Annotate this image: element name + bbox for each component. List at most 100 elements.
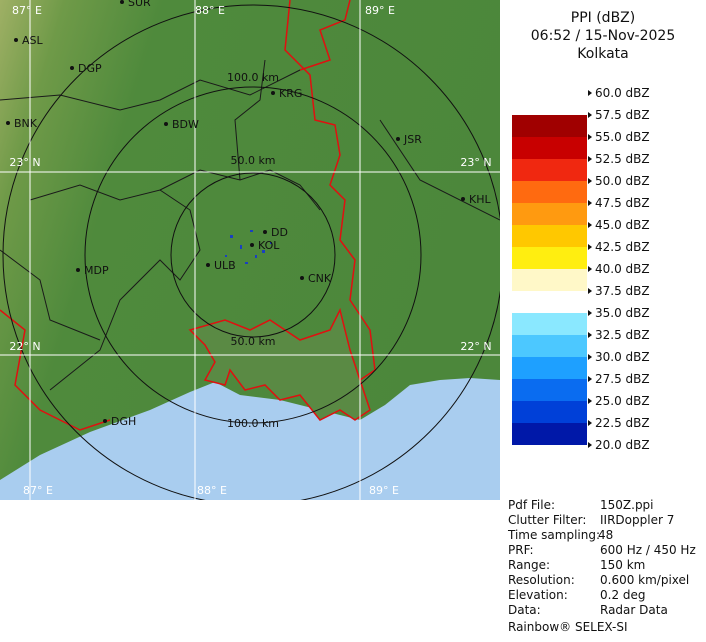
legend-label: 32.5 dBZ [595,328,650,342]
city-label: BDW [172,118,199,131]
grid-label: 88° E [195,4,225,17]
legend-swatch [512,357,587,379]
grid-label: 23° N [460,156,491,169]
city-label: DD [271,226,288,239]
city-label: MDP [84,264,109,277]
echoes [225,230,272,264]
legend-tick [588,332,592,338]
legend-label: 22.5 dBZ [595,416,650,430]
city-label: ULB [214,259,236,272]
range-rings [2,4,500,500]
header-site: Kolkata [577,46,628,62]
grid-label: 88° E [197,484,227,497]
legend-tick [588,420,592,426]
info-value: 48 [598,528,613,542]
legend-label: 57.5 dBZ [595,108,650,122]
city-dot [120,0,124,4]
legend-tick [588,310,592,316]
legend-swatch [512,115,587,137]
city-dot [250,243,254,247]
legend-label: 20.0 dBZ [595,438,650,452]
city-dot [263,230,267,234]
range-label: 50.0 km [230,335,275,348]
legend-tick [588,112,592,118]
info-value: 150 km [600,558,645,572]
legend-label: 25.0 dBZ [595,394,650,408]
info-value: 150Z.ppi [600,498,654,512]
legend-tick [588,398,592,404]
info-key: Elevation: [508,588,568,602]
legend-tick [588,376,592,382]
legend-label: 60.0 dBZ [595,86,650,100]
city-dot [396,137,400,141]
legend-tick [588,178,592,184]
legend-swatch [512,423,587,445]
grid-label: 89° E [369,484,399,497]
city-dot [103,419,107,423]
legend-tick [588,200,592,206]
city-label: ASL [22,34,44,47]
legend-tick [588,222,592,228]
city-dot [6,121,10,125]
legend-tick [588,156,592,162]
grid-label: 87° E [12,4,42,17]
legend-label: 47.5 dBZ [595,196,650,210]
legend-label: 50.0 dBZ [595,174,650,188]
info-key: Time sampling: [507,528,600,542]
legend-label: 52.5 dBZ [595,152,650,166]
info-key: Clutter Filter: [508,513,586,527]
info-key: Data: [508,603,541,617]
city-dot [300,276,304,280]
info-value: 0.2 deg [600,588,646,602]
city-label: JSR [403,133,422,146]
legend-swatch [512,291,587,313]
legend-tick [588,244,592,250]
grid-label: 23° N [9,156,40,169]
legend-swatch [512,335,587,357]
city-dot [14,38,18,42]
legend-swatch [512,247,587,269]
city-dot [164,122,168,126]
legend-swatch [512,225,587,247]
header-time: 06:52 / 15-Nov-2025 [531,28,675,44]
legend-swatch [512,137,587,159]
delta [188,307,371,421]
info-value: 600 Hz / 450 Hz [600,543,696,557]
legend-label: 45.0 dBZ [595,218,650,232]
info-key: Resolution: [508,573,575,587]
city-label: CNK [308,272,332,285]
info-key: Pdf File: [508,498,555,512]
city-dot [461,197,465,201]
city-label: DGH [111,415,136,428]
range-label: 100.0 km [227,417,279,430]
info-key: PRF: [508,543,534,557]
legend-label: 40.0 dBZ [595,262,650,276]
header-product: PPI (dBZ) [571,10,635,26]
legend-label: 27.5 dBZ [595,372,650,386]
footer: Rainbow® SELEX-SI [508,620,628,634]
legend-tick [588,90,592,96]
city-label: KHL [469,193,491,206]
city-label: DGP [78,62,102,75]
city-label: BNK [14,117,38,130]
city-label: KRG [279,87,302,100]
district-lines [0,59,500,391]
legend-swatch [512,159,587,181]
grid-label: 87° E [23,484,53,497]
legend-tick [588,266,592,272]
legend-swatch [512,269,587,291]
grid-label: 22° N [9,340,40,353]
legend-label: 37.5 dBZ [595,284,650,298]
legend-label: 55.0 dBZ [595,130,650,144]
legend-swatch [512,379,587,401]
range-label: 50.0 km [230,154,275,167]
legend-swatch [512,401,587,423]
legend-tick [588,288,592,294]
legend-swatch [512,181,587,203]
legend-swatch [512,313,587,335]
lat-lon-grid [0,0,500,500]
grid-label: 89° E [365,4,395,17]
info-value: Radar Data [600,603,668,617]
legend-label: 42.5 dBZ [595,240,650,254]
